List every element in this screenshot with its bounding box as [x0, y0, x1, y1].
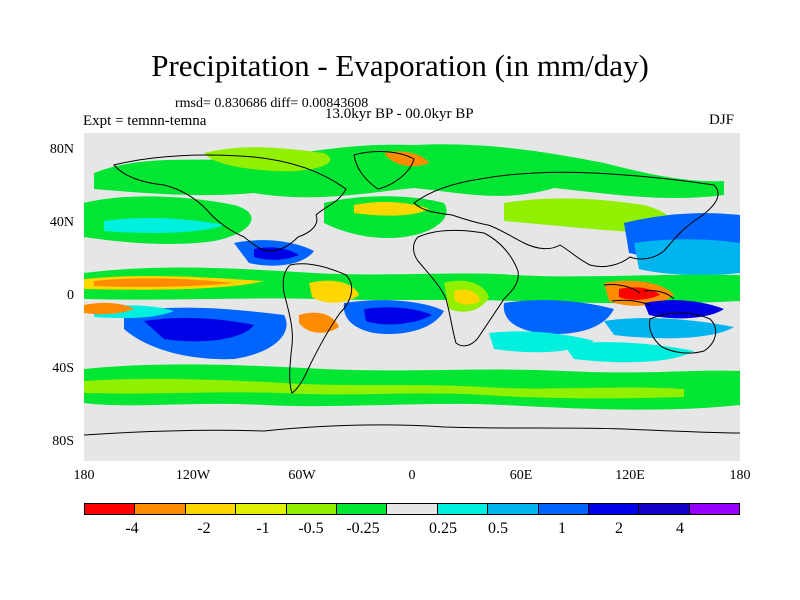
coast-australia: [649, 312, 717, 354]
coast-africa: [413, 229, 519, 347]
field-southern-lime: [84, 378, 684, 399]
colorbar-swatch: [387, 504, 438, 514]
field-maritime-blue: [644, 300, 724, 319]
field-peru-orange: [299, 312, 339, 333]
colorbar-label: 0.5: [488, 520, 508, 537]
field-arctic-green: [94, 144, 724, 198]
lon-label: 120E: [615, 468, 645, 483]
lat-label: 0: [67, 288, 74, 303]
field-spac-darkblue: [144, 318, 254, 342]
precip-field: [84, 144, 740, 410]
field-africa-yellow: [454, 289, 480, 305]
colorbar-swatch: [85, 504, 136, 514]
colorbar-label: 0.25: [429, 520, 457, 537]
field-nwpac-cyan: [634, 239, 740, 276]
lon-label: 180: [73, 468, 95, 483]
colorbar-label: -0.25: [346, 520, 380, 537]
lon-label: 60W: [288, 468, 316, 483]
field-natl-yellow: [354, 202, 429, 216]
field-greenland-orange: [384, 151, 429, 167]
figure-title: Precipitation - Evaporation (in mm/day): [151, 48, 649, 83]
experiment-label: Expt = temnn-temna: [83, 113, 207, 129]
field-satl-dark: [364, 307, 432, 325]
lon-label: 0: [408, 468, 416, 483]
season-label: DJF: [709, 112, 735, 128]
field-arctic-lime: [204, 147, 331, 172]
colorbar-swatch: [185, 504, 237, 514]
colorbar-swatch: [588, 504, 640, 514]
coastlines: [84, 151, 740, 436]
colorbar-swatch: [538, 504, 589, 514]
lon-label: 120W: [175, 468, 211, 483]
colorbar-label: -2: [197, 520, 211, 537]
colorbar-swatch: [639, 504, 690, 514]
period-label: 13.0kyr BP - 00.0kyr BP: [325, 106, 474, 122]
lat-label: 80N: [49, 142, 74, 157]
colorbar-swatch: [488, 504, 539, 514]
coast-eurasia: [413, 171, 719, 268]
colorbar-label: -1: [256, 520, 270, 537]
colorbar-label: 2: [615, 520, 623, 537]
field-epac-orange: [94, 278, 234, 287]
colorbar-label: -0.5: [298, 520, 324, 537]
lon-label: 180: [729, 468, 751, 483]
lat-label: 80S: [52, 434, 74, 449]
colorbar-swatch: [236, 504, 287, 514]
field-sindian-blue: [604, 318, 734, 339]
coast-south-america: [282, 263, 353, 394]
field-npacific-cyan: [104, 218, 224, 233]
colorbar-label: 4: [676, 520, 684, 537]
field-spac-orange: [84, 302, 134, 315]
field-amazon-yellow: [309, 280, 359, 303]
lat-label: 40N: [49, 215, 74, 230]
colorbar-label: -4: [125, 520, 139, 537]
colorbar-label: 1: [558, 520, 566, 537]
colorbar-swatch: [336, 504, 388, 514]
colorbar-swatch: [437, 504, 489, 514]
colorbar-swatch: [135, 504, 186, 514]
coast-indonesia: [603, 284, 675, 306]
pe-map: [84, 133, 740, 461]
colorbar: [84, 503, 740, 515]
lon-label: 60E: [509, 468, 533, 483]
field-indian-blue: [503, 300, 614, 334]
colorbar-swatch: [689, 504, 740, 514]
coast-north-america: [113, 154, 347, 252]
lat-label: 40S: [52, 361, 74, 376]
colorbar-swatch: [286, 504, 337, 514]
coast-greenland: [353, 151, 415, 190]
field-itcz-green: [84, 267, 740, 304]
rmsd-diff-text: rmsd= 0.830686 diff= 0.00843608: [175, 96, 369, 111]
coast-antarctica: [84, 424, 740, 436]
